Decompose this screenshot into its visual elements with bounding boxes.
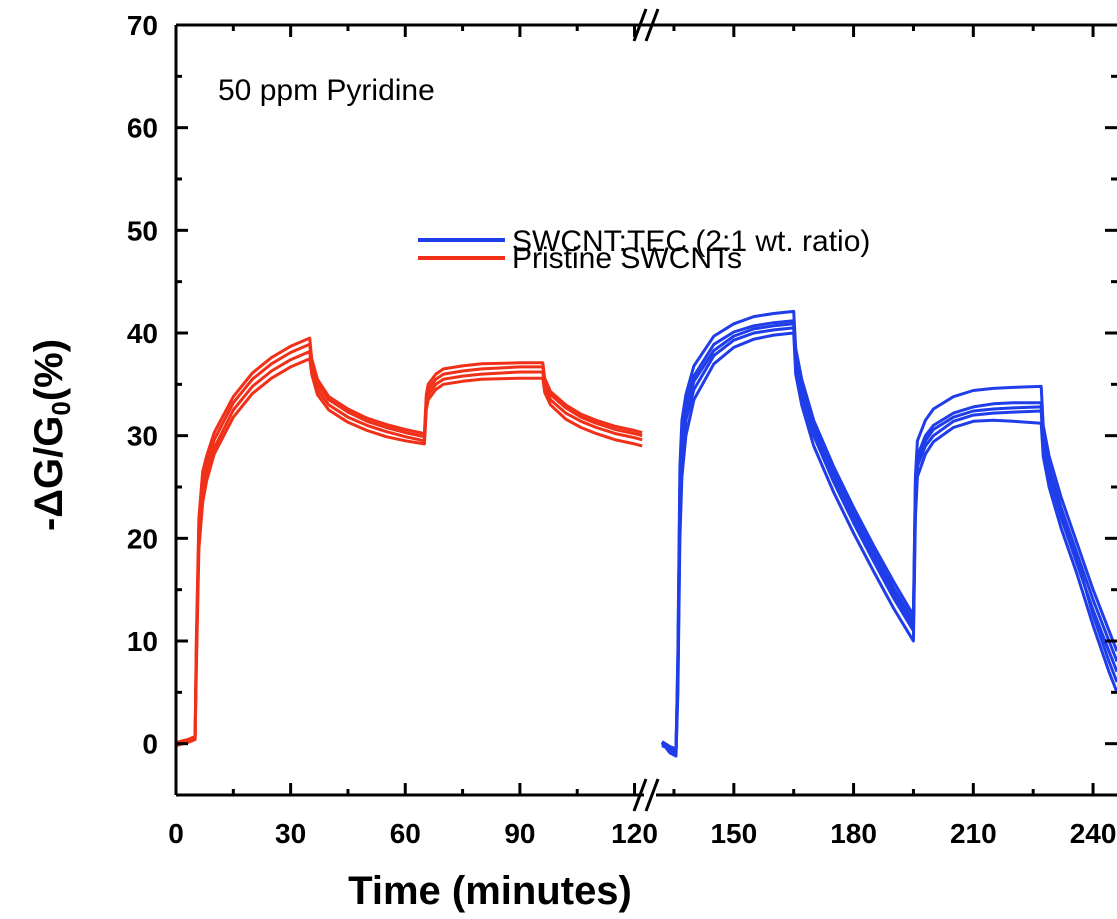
x-tick-label-90: 90 (504, 818, 535, 849)
y-tick-label-20: 20 (127, 523, 158, 554)
legend: SWCNT:TEC (2:1 wt. ratio) Pristine SWCNT… (418, 225, 870, 275)
break-mark-top-1 (632, 8, 648, 42)
break-mark-top-2 (644, 8, 660, 42)
series-0-trace-1 (661, 326, 1117, 755)
legend-label-pristine: Pristine SWCNTs (512, 242, 742, 275)
y-axis-title: -ΔG/G0(%) (27, 339, 76, 531)
x-tick-label-240: 240 (1070, 818, 1117, 849)
axis-break-marks (632, 8, 660, 812)
series-1-trace-1 (176, 357, 643, 748)
y-tick-label-40: 40 (127, 318, 158, 349)
series-0-trace-2 (660, 331, 1117, 758)
x-tick-label-60: 60 (390, 818, 421, 849)
series-1-trace-3 (176, 336, 643, 746)
series-0-trace-4 (661, 309, 1117, 752)
x-tick-label-210: 210 (950, 818, 997, 849)
series-0-trace-0 (661, 319, 1117, 751)
x-axis-title: Time (minutes) (348, 869, 632, 913)
x-tick-label-0: 0 (168, 818, 184, 849)
x-tick-label-30: 30 (275, 818, 306, 849)
series-1-trace-2 (176, 342, 643, 745)
y-tick-label-30: 30 (127, 421, 158, 452)
series-0-trace-3 (661, 322, 1117, 754)
annotation-text: 50 ppm Pyridine (218, 74, 435, 107)
y-tick-label-50: 50 (127, 215, 158, 246)
break-mark-bottom-2 (644, 778, 660, 812)
break-mark-bottom-1 (632, 778, 648, 812)
series-layer (176, 309, 1117, 758)
x-tick-label-120: 120 (611, 818, 658, 849)
x-tick-label-180: 180 (830, 818, 877, 849)
x-tick-label-150: 150 (710, 818, 757, 849)
series-1-trace-0 (176, 350, 643, 746)
legend-label-swcnt-tec: SWCNT:TEC (2:1 wt. ratio) (512, 225, 870, 258)
y-axis-title-group: -ΔG/G0(%) (27, 339, 76, 531)
y-tick-label-0: 0 (142, 729, 158, 760)
tick-labels: 0 10 20 30 40 50 60 70 0 30 60 90 120 150 180 210 240 (127, 10, 1117, 849)
y-tick-label-10: 10 (127, 626, 158, 657)
y-tick-label-60: 60 (127, 113, 158, 144)
y-tick-label-70: 70 (127, 10, 158, 41)
ticks-layer (174, 23, 1117, 797)
